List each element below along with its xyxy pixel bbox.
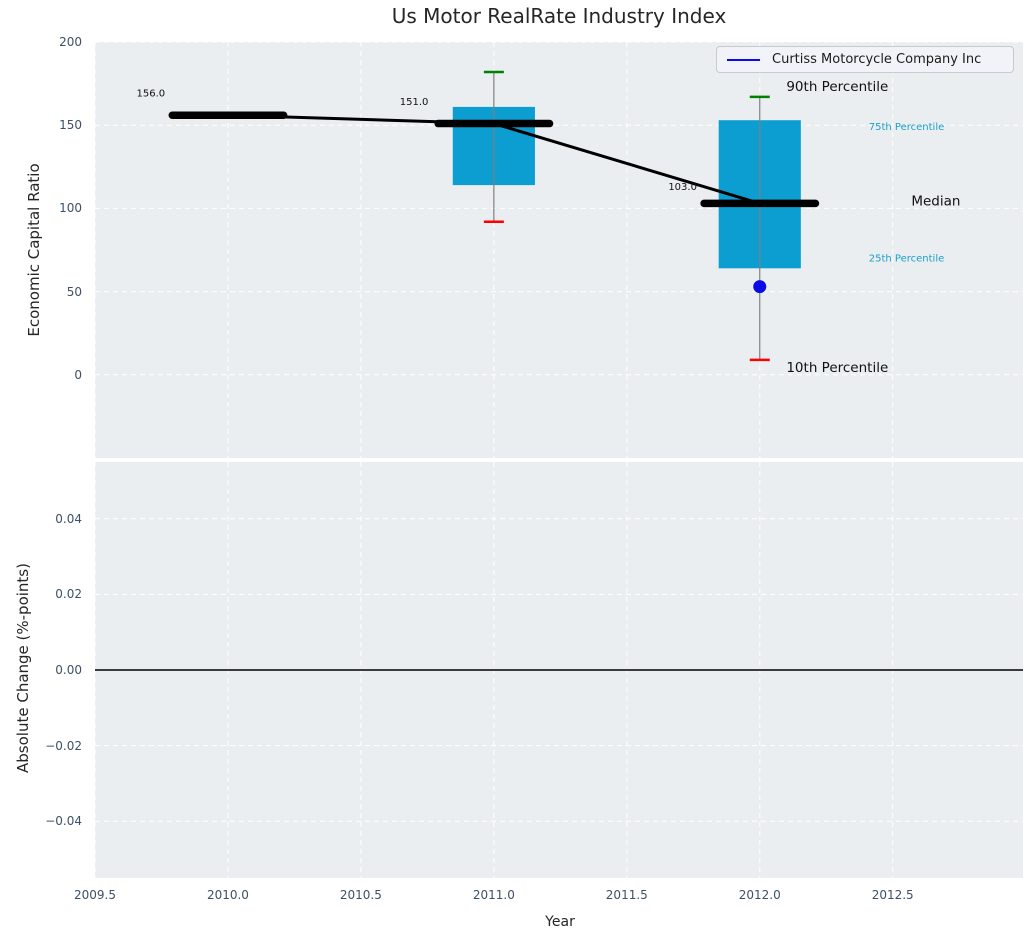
x-tick-label: 2010.0: [206, 888, 249, 902]
x-tick-label: 2009.5: [74, 888, 116, 902]
y-tick-label-bottom: 0.02: [55, 587, 82, 602]
annotation: 10th Percentile: [786, 360, 888, 376]
company-point: [753, 280, 767, 294]
y-tick-label-top: 150: [59, 118, 82, 133]
annotation: 25th Percentile: [869, 253, 945, 264]
x-tick-label: 2011.0: [472, 888, 515, 902]
y-tick-label-bottom: −0.02: [45, 738, 82, 753]
y-tick-label-top: 200: [59, 35, 82, 49]
boxplot-chart: 156.0 151.0 103.0 90th Percentile 75th Perce…: [94, 41, 1023, 458]
legend-series-label: Curtiss Motorcycle Company Inc: [772, 52, 982, 67]
annotation: Median: [911, 194, 960, 210]
x-tick-label: 2010.5: [339, 888, 382, 902]
x-tick-label: 2012.5: [871, 888, 914, 902]
chart-title: Us Motor RealRate Industry Index: [391, 4, 727, 28]
x-tick-label: 2011.5: [605, 888, 648, 902]
annotation: 75th Percentile: [869, 122, 945, 133]
legend-line-swatch: [727, 58, 760, 61]
legend: Curtiss Motorcycle Company Inc: [716, 46, 1014, 73]
annotation: 156.0: [137, 89, 166, 100]
y-tick-label-top: 0: [74, 367, 82, 382]
y-tick-label-top: 100: [59, 201, 82, 216]
y-tick-label-bottom: 0.04: [55, 511, 82, 526]
y-axis-label-top: Economic Capital Ratio: [25, 163, 43, 337]
y-tick-label-bottom: 0.00: [55, 663, 82, 677]
top-plot-area: [95, 42, 1023, 458]
y-tick-label-bottom: −0.04: [45, 814, 82, 829]
annotation: 90th Percentile: [786, 79, 888, 95]
annotation: 103.0: [668, 182, 697, 193]
x-axis-label: Year: [545, 914, 575, 930]
x-tick-label: 2012.0: [738, 888, 781, 902]
y-tick-label-top: 50: [66, 284, 82, 299]
absolute-change-chart: [94, 462, 1023, 878]
annotation: 151.0: [400, 97, 429, 108]
